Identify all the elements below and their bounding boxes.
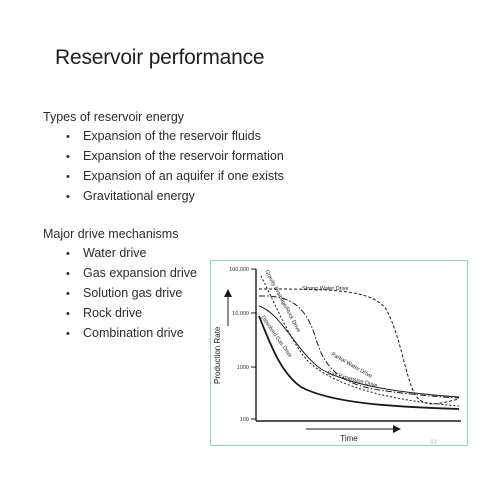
partial-water-drive-curve bbox=[258, 295, 460, 399]
bullet-icon: • bbox=[66, 171, 70, 183]
list-item: • Combination drive bbox=[66, 323, 197, 343]
drive-list: • Water drive • Gas expansion drive • Solut… bbox=[66, 243, 197, 343]
bullet-icon: • bbox=[66, 131, 70, 143]
bullet-icon: • bbox=[66, 308, 70, 320]
bullet-icon: • bbox=[66, 151, 70, 163]
list-item: • Water drive bbox=[66, 243, 197, 263]
slide-title: Reservoir performance bbox=[55, 46, 265, 69]
energy-heading: Types of reservoir energy bbox=[43, 110, 185, 124]
strong-water-drive-label: Strong Water Drive bbox=[302, 286, 349, 292]
gas-expansion-drive-curve bbox=[258, 305, 460, 398]
gravity-drainage-curve bbox=[260, 275, 460, 407]
x-axis-label: Time bbox=[340, 434, 358, 443]
bullet-icon: • bbox=[66, 268, 70, 280]
dissolved-gas-drive-label: Dissolved Gas Drive bbox=[259, 315, 292, 359]
strong-water-drive-curve bbox=[258, 288, 460, 405]
bullet-icon: • bbox=[66, 288, 70, 300]
y-tick-label: 10,000 bbox=[232, 311, 249, 317]
list-item: • Solution gas drive bbox=[66, 283, 197, 303]
page-number: 63 bbox=[430, 440, 437, 446]
y-axis-label: Production Rate bbox=[213, 326, 222, 384]
dissolved-gas-drive-curve bbox=[258, 315, 460, 410]
list-item: • Rock drive bbox=[66, 303, 197, 323]
list-item: • Expansion of the reservoir formation bbox=[66, 146, 284, 166]
bullet-icon: • bbox=[66, 328, 70, 340]
y-tick-label: 100,000 bbox=[229, 267, 249, 273]
y-tick-label: 1000 bbox=[237, 365, 249, 371]
drive-heading: Major drive mechanisms bbox=[43, 227, 179, 241]
bullet-icon: • bbox=[66, 191, 70, 203]
y-tick-label: 100 bbox=[240, 417, 249, 423]
production-rate-diagram: 100,000 10,000 1000 100 Production Rate … bbox=[213, 267, 461, 443]
list-item: • Gravitational energy bbox=[66, 186, 284, 206]
bullet-icon: • bbox=[66, 248, 70, 260]
list-item: • Expansion of the reservoir fluids bbox=[66, 126, 284, 146]
production-rate-figure: 100,000 10,000 1000 100 Production Rate … bbox=[210, 260, 468, 446]
energy-list: • Expansion of the reservoir fluids • Expa… bbox=[66, 126, 284, 206]
list-item: • Gas expansion drive bbox=[66, 263, 197, 283]
list-item: • Expansion of an aquifer if one exists bbox=[66, 166, 284, 186]
